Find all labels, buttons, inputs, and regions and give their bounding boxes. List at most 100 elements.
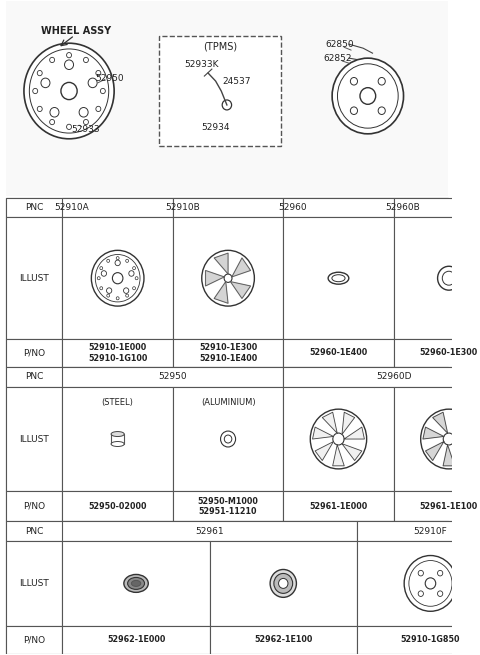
- Circle shape: [332, 58, 404, 134]
- Bar: [6, 541, 62, 626]
- Bar: [6, 1, 448, 196]
- Bar: [6, 217, 62, 339]
- Bar: [283, 198, 394, 217]
- Circle shape: [64, 60, 73, 69]
- Circle shape: [437, 571, 443, 576]
- Text: 52960B: 52960B: [386, 203, 420, 212]
- Bar: [173, 339, 283, 367]
- Circle shape: [437, 591, 443, 597]
- Text: 52933K: 52933K: [184, 60, 219, 69]
- Circle shape: [418, 571, 423, 576]
- Circle shape: [61, 83, 77, 100]
- Circle shape: [100, 287, 103, 290]
- Bar: [62, 521, 357, 541]
- Polygon shape: [322, 412, 337, 433]
- Bar: [357, 626, 480, 654]
- Text: 52961-1E100: 52961-1E100: [420, 502, 478, 511]
- Bar: [6, 386, 62, 491]
- Bar: [6, 367, 448, 386]
- Polygon shape: [443, 445, 455, 466]
- Ellipse shape: [332, 274, 345, 282]
- Text: 52934: 52934: [202, 123, 230, 132]
- Bar: [394, 386, 480, 491]
- Circle shape: [100, 267, 103, 270]
- Polygon shape: [342, 412, 355, 434]
- Bar: [62, 339, 173, 367]
- Circle shape: [91, 250, 144, 306]
- Circle shape: [107, 259, 109, 263]
- Text: (TPMS): (TPMS): [203, 41, 238, 51]
- Polygon shape: [232, 258, 251, 277]
- Bar: [283, 367, 480, 386]
- Circle shape: [224, 435, 232, 443]
- Polygon shape: [214, 253, 228, 274]
- Polygon shape: [452, 443, 472, 460]
- Circle shape: [350, 107, 358, 115]
- Text: 52960-1E300: 52960-1E300: [420, 348, 478, 358]
- Circle shape: [126, 294, 129, 297]
- Bar: [173, 386, 283, 491]
- Bar: [210, 541, 357, 626]
- Text: 52950: 52950: [158, 372, 187, 381]
- Polygon shape: [344, 427, 364, 439]
- Circle shape: [337, 64, 398, 128]
- Text: 52950-M1000
52951-11210: 52950-M1000 52951-11210: [198, 496, 259, 516]
- Circle shape: [350, 77, 358, 85]
- Polygon shape: [455, 427, 475, 439]
- Circle shape: [24, 43, 114, 139]
- Text: ILLUST: ILLUST: [19, 434, 49, 443]
- Bar: [6, 491, 62, 521]
- Bar: [6, 626, 62, 654]
- Circle shape: [79, 107, 88, 117]
- Text: P/NO: P/NO: [23, 348, 45, 358]
- Bar: [394, 217, 480, 339]
- Bar: [394, 491, 480, 521]
- Circle shape: [442, 271, 456, 285]
- Circle shape: [274, 574, 293, 593]
- Circle shape: [88, 78, 97, 88]
- Bar: [283, 491, 394, 521]
- Polygon shape: [315, 441, 334, 460]
- Polygon shape: [230, 282, 251, 299]
- Text: 52962-1E000: 52962-1E000: [107, 635, 165, 644]
- Circle shape: [404, 555, 457, 611]
- Circle shape: [50, 107, 59, 117]
- Circle shape: [224, 274, 232, 282]
- Text: 52933: 52933: [72, 125, 100, 134]
- Circle shape: [96, 106, 101, 111]
- Bar: [6, 339, 62, 367]
- Bar: [62, 626, 210, 654]
- Text: 62852: 62852: [324, 54, 352, 63]
- Bar: [173, 198, 283, 217]
- Bar: [394, 198, 480, 217]
- Circle shape: [100, 88, 105, 94]
- Circle shape: [222, 100, 231, 110]
- Circle shape: [126, 259, 129, 263]
- Circle shape: [37, 71, 42, 76]
- Bar: [283, 339, 394, 367]
- Polygon shape: [425, 441, 444, 460]
- Bar: [111, 434, 124, 444]
- Bar: [62, 541, 210, 626]
- Circle shape: [84, 58, 88, 63]
- Bar: [283, 217, 394, 339]
- Circle shape: [96, 71, 101, 76]
- Polygon shape: [432, 412, 448, 433]
- Circle shape: [420, 409, 477, 469]
- Polygon shape: [423, 427, 444, 439]
- Circle shape: [107, 288, 112, 293]
- Polygon shape: [333, 445, 344, 466]
- Text: ILLUST: ILLUST: [19, 274, 49, 283]
- Circle shape: [333, 433, 344, 445]
- Text: 62850: 62850: [325, 40, 354, 48]
- Text: 52962-1E100: 52962-1E100: [254, 635, 312, 644]
- Circle shape: [101, 271, 107, 276]
- Text: 52960D: 52960D: [376, 372, 411, 381]
- Circle shape: [115, 260, 120, 266]
- Bar: [6, 521, 448, 541]
- Ellipse shape: [132, 580, 141, 586]
- Ellipse shape: [328, 272, 349, 284]
- Text: PNC: PNC: [25, 203, 44, 212]
- Bar: [62, 367, 283, 386]
- Text: ILLUST: ILLUST: [19, 579, 49, 588]
